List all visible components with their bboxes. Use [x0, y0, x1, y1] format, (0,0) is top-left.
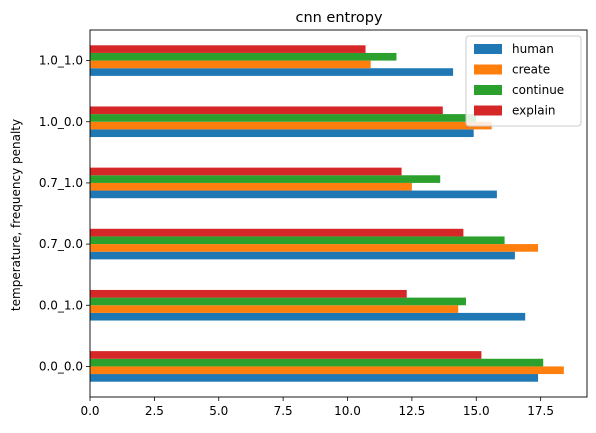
bar-explain-0.7_1.0 [90, 167, 402, 176]
bars-group [90, 45, 564, 382]
bar-human-0.0_1.0 [90, 312, 526, 321]
bar-continue-0.7_0.0 [90, 236, 505, 245]
bar-continue-0.0_1.0 [90, 297, 466, 306]
bar-explain-0.0_0.0 [90, 351, 482, 359]
x-tick-label: 17.5 [527, 404, 554, 418]
x-tick-label: 15.0 [463, 404, 490, 418]
bar-continue-0.7_1.0 [90, 175, 441, 183]
legend-box [465, 35, 582, 127]
bar-create-0.0_0.0 [90, 366, 564, 375]
bar-continue-1.0_0.0 [90, 114, 477, 122]
x-tick-label: 7.5 [274, 404, 293, 418]
bar-explain-1.0_0.0 [90, 106, 443, 115]
bar-human-1.0_1.0 [90, 68, 454, 76]
legend-label-explain: explain [512, 104, 556, 118]
bar-human-1.0_0.0 [90, 129, 474, 138]
bar-create-0.0_1.0 [90, 305, 459, 313]
bar-human-0.0_0.0 [90, 374, 539, 382]
chart-title: cnn entropy [295, 10, 382, 26]
y-tick-label: 0.0_1.0 [39, 298, 83, 312]
legend: human create continue explain [465, 35, 582, 127]
x-tick-label: 10.0 [334, 404, 361, 418]
legend-label-create: create [512, 63, 550, 77]
y-tick-label: 0.7_1.0 [39, 176, 83, 190]
bar-continue-1.0_1.0 [90, 52, 397, 61]
legend-swatch-create [474, 64, 502, 75]
x-tick-label: 5.0 [209, 404, 228, 418]
x-tick-label: 2.5 [145, 404, 164, 418]
bar-create-0.7_1.0 [90, 182, 412, 191]
legend-swatch-human [474, 44, 502, 54]
y-tick-label: 0.0_0.0 [39, 359, 83, 373]
legend-label-human: human [512, 42, 554, 56]
y-ticks-group: 0.0_0.0 0.0_1.0 0.7_0.0 0.7_1.0 1.0_0.0 1.0_1… [39, 54, 90, 373]
bar-human-0.7_1.0 [90, 190, 497, 199]
bar-create-1.0_1.0 [90, 60, 371, 69]
bar-create-1.0_0.0 [90, 121, 492, 130]
legend-swatch-explain [474, 105, 502, 116]
legend-swatch-continue [474, 85, 502, 95]
x-ticks-group: 0.0 2.5 5.0 7.5 10.0 12.5 15.0 17.5 [80, 397, 554, 418]
y-tick-label: 0.7_0.0 [39, 237, 83, 251]
y-axis-label: temperature, frequency penalty [9, 119, 23, 311]
y-tick-label: 1.0_0.0 [39, 115, 83, 129]
bar-human-0.7_0.0 [90, 251, 515, 260]
x-tick-label: 0.0 [80, 404, 99, 418]
legend-label-continue: continue [512, 83, 564, 97]
bar-explain-1.0_1.0 [90, 45, 366, 53]
bar-explain-0.0_1.0 [90, 289, 407, 298]
y-tick-label: 1.0_1.0 [39, 54, 83, 68]
bar-explain-0.7_0.0 [90, 228, 464, 237]
bar-continue-0.0_0.0 [90, 358, 544, 367]
plot-frame [89, 29, 588, 398]
bar-create-0.7_0.0 [90, 244, 539, 252]
x-tick-label: 12.5 [399, 404, 426, 418]
